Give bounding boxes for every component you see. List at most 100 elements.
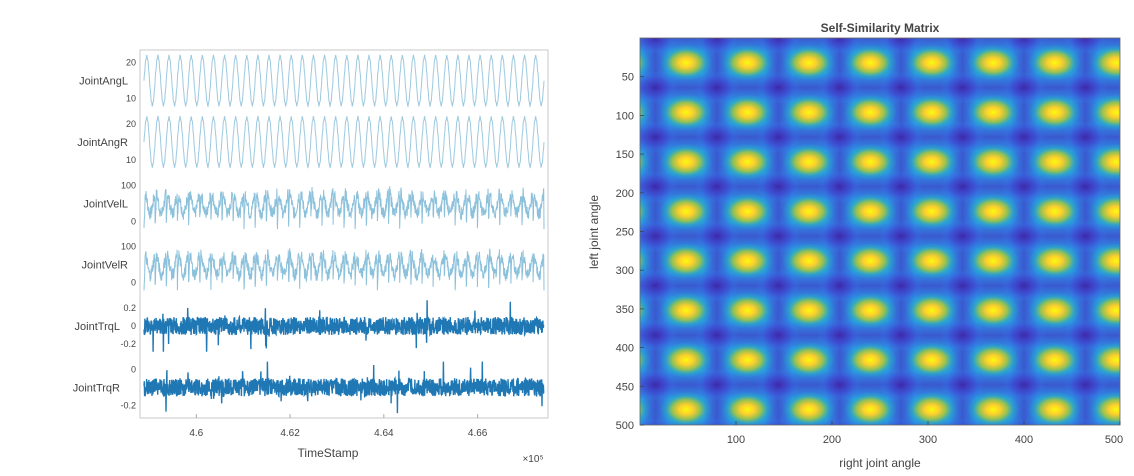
stack-x-tick-label: 4.66 — [468, 428, 488, 439]
ssm-minimum — [1125, 319, 1134, 351]
subplot-JointTrqR — [143, 361, 545, 414]
ssm-peak — [1029, 441, 1081, 476]
ssm-minimum — [640, 170, 678, 203]
ssm-peak — [721, 292, 774, 329]
ssm-minimum — [1063, 220, 1108, 253]
subplot-ylabel: JointTrqR — [73, 382, 120, 394]
ssm-minimum — [694, 170, 739, 203]
ssm-peak — [844, 143, 897, 180]
subplot-ylabel: JointVelR — [82, 260, 129, 272]
ssm-peak — [782, 44, 835, 81]
ssm-minimum — [817, 38, 862, 54]
subplot-tick-label: 0.2 — [123, 303, 136, 313]
stack-x-exponent: ×10⁵ — [522, 454, 543, 465]
ssm-minimum — [1063, 38, 1108, 54]
ssm-minimum — [1125, 121, 1134, 153]
ssm-minimum — [879, 319, 924, 352]
subplot-tick-label: 0 — [131, 216, 136, 226]
series-line-JointVelL — [143, 186, 545, 230]
time-series-stack-chart: JointAngL JointAngR JointVelL JointVelR Join… — [72, 49, 549, 465]
ssm-minimum — [1063, 368, 1108, 401]
subplot-JointAngR — [143, 115, 545, 169]
ssm-minimum — [756, 269, 801, 302]
ssm-peak — [844, 242, 897, 279]
subplot-tick-label: 0 — [131, 278, 136, 288]
ssm-peak — [844, 341, 897, 378]
ssm-peak — [640, 97, 651, 127]
subplot-tick-label: -0.2 — [120, 339, 136, 349]
subplot-ylabel: JointAngR — [77, 137, 128, 149]
subplot-tick-label: 20 — [126, 58, 136, 68]
ssm-minimum — [940, 170, 985, 203]
ssm-peak — [721, 341, 774, 378]
ssm-minimum — [879, 170, 924, 203]
subplot-tick-label: 10 — [126, 94, 136, 104]
stack-x-tick-label: 4.62 — [280, 428, 300, 439]
ssm-peak — [721, 193, 774, 230]
ssm-peak — [967, 292, 1020, 329]
ssm-minimum — [694, 121, 739, 154]
ssm-minimum — [640, 319, 678, 352]
ssm-minimum — [1063, 121, 1108, 154]
ssm-y-tick-label: 100 — [616, 110, 634, 122]
subplot-tick-label: 20 — [126, 119, 136, 129]
ssm-y-tick-label: 150 — [616, 149, 634, 161]
ssm-peak — [640, 48, 651, 78]
ssm-peak — [967, 44, 1020, 81]
ssm-minimum — [756, 38, 801, 54]
ssm-peak — [721, 44, 774, 81]
ssm-peak — [1090, 441, 1134, 476]
ssm-minimum — [817, 170, 862, 203]
ssm-peak — [905, 143, 958, 180]
ssm-minimum — [940, 269, 985, 302]
ssm-dark-band — [640, 123, 1120, 152]
ssm-peak — [721, 391, 774, 425]
ssm-peak — [967, 143, 1020, 180]
ssm-y-tick-label: 500 — [616, 420, 634, 432]
ssm-minimum — [1063, 71, 1108, 104]
ssm-peak — [844, 292, 897, 329]
subplot-ylabel: JointVelL — [83, 198, 128, 210]
ssm-minimum — [879, 71, 924, 104]
ssm-peak — [905, 94, 958, 131]
ssm-peak — [660, 193, 713, 230]
ssm-peak — [905, 391, 958, 425]
ssm-minimum — [1125, 22, 1134, 54]
ssm-minimum — [756, 368, 801, 401]
ssm-x-tick-label: 300 — [919, 434, 937, 446]
ssm-peak — [599, 441, 651, 476]
subplot-JointTrqL — [143, 300, 545, 352]
ssm-minimum — [883, 418, 920, 425]
ssm-minimum — [817, 319, 862, 352]
ssm-dark-band — [825, 38, 854, 425]
ssm-peak — [660, 441, 712, 476]
ssm-minimum — [760, 418, 797, 425]
ssm-minimum — [756, 170, 801, 203]
ssm-peak — [1028, 242, 1081, 279]
ssm-peak — [660, 44, 713, 81]
series-line-JointTrqL — [143, 300, 545, 352]
subplot-JointAngL — [143, 54, 545, 108]
ssm-y-tick-label: 300 — [616, 265, 634, 277]
ssm-minimum — [817, 269, 862, 302]
ssm-minimum — [1125, 369, 1134, 401]
ssm-peak — [1090, 341, 1120, 378]
subplot-tick-label: 10 — [126, 155, 136, 165]
ssm-minimum — [940, 220, 985, 253]
ssm-peak — [1090, 44, 1120, 81]
ssm-title: Self-Similarity Matrix — [821, 21, 940, 35]
ssm-peak — [721, 143, 774, 180]
ssm-minimum — [640, 71, 678, 104]
ssm-peak — [782, 391, 835, 425]
stack-x-axis-label: TimeStamp — [298, 446, 359, 460]
ssm-dark-band — [641, 38, 670, 425]
ssm-peak — [905, 341, 958, 378]
ssm-minimum — [821, 418, 858, 425]
ssm-minimum — [1002, 220, 1046, 253]
ssm-peak — [967, 94, 1020, 131]
ssm-minimum — [944, 418, 981, 425]
ssm-peak — [905, 292, 958, 329]
ssm-dark-band — [640, 321, 1120, 350]
ssm-minimum — [694, 269, 739, 302]
ssm-minimum — [1002, 170, 1046, 203]
